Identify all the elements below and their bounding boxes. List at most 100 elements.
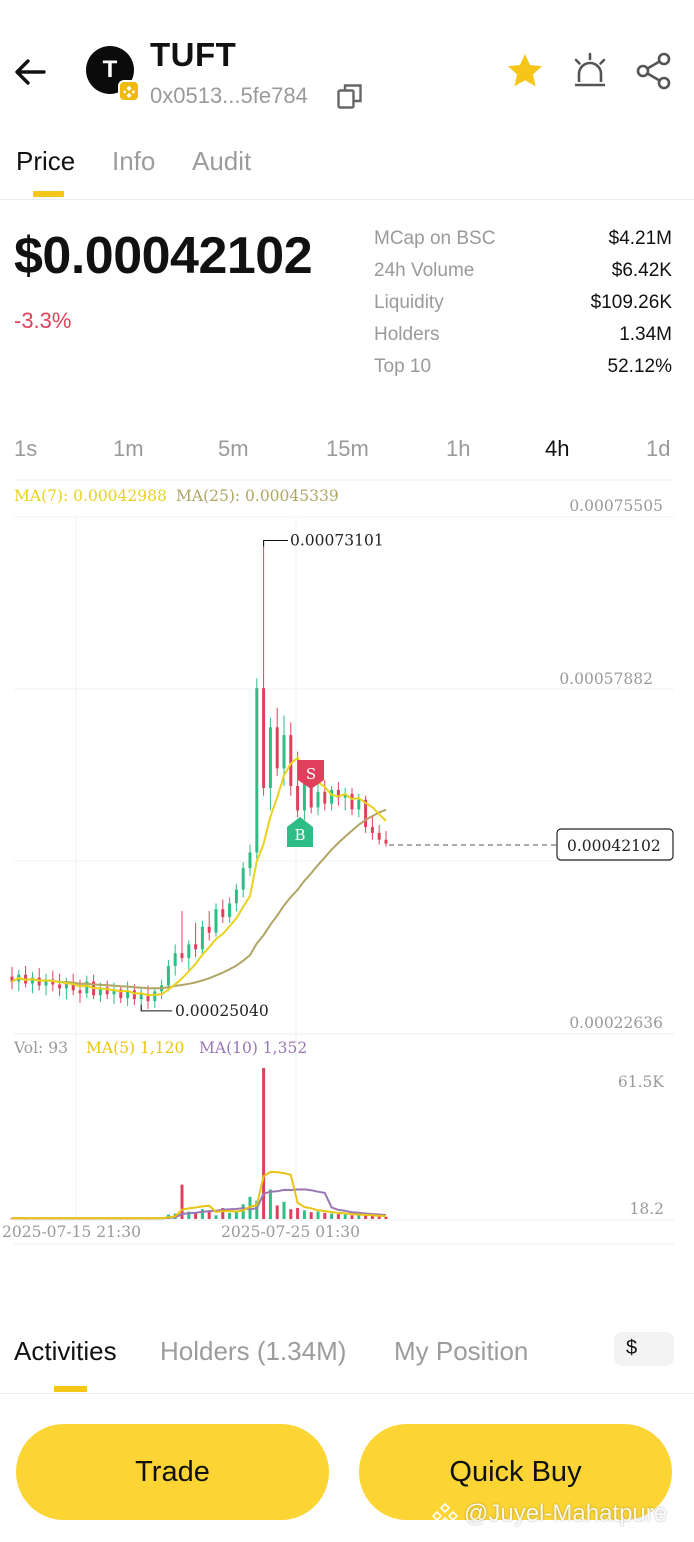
tab-activities[interactable]: Activities <box>14 1336 117 1366</box>
stat-value: $4.21M <box>608 228 672 249</box>
back-arrow-icon[interactable] <box>10 52 50 92</box>
stat-holders: Holders 1.34M <box>374 322 674 354</box>
candle <box>248 844 252 876</box>
candle <box>10 966 14 990</box>
timeframe-5m[interactable]: 5m <box>218 436 249 461</box>
candle <box>336 782 340 806</box>
candle-body <box>289 735 293 786</box>
candle <box>24 965 28 988</box>
candle <box>275 707 279 777</box>
candle <box>323 780 327 811</box>
y-tick: 0.00022636 <box>569 1014 663 1032</box>
copy-icon[interactable] <box>336 82 364 110</box>
volume-bar <box>180 1184 184 1219</box>
high-marker-leader <box>263 540 288 547</box>
volume-bar <box>262 1068 266 1219</box>
candle-body <box>316 791 320 808</box>
timeframe-1s[interactable]: 1s <box>14 436 38 461</box>
volume-bar <box>194 1212 198 1219</box>
candle-body <box>78 990 82 994</box>
volume-bar <box>384 1216 388 1219</box>
active-tab-indicator <box>33 191 64 197</box>
token-stats: MCap on BSC $4.21M 24h Volume $6.42K Liq… <box>374 226 674 386</box>
ma7-line <box>11 756 387 997</box>
volume-bar <box>268 1189 272 1219</box>
volume-bar <box>309 1212 313 1219</box>
tab-holders[interactable]: Holders (1.34M) <box>160 1336 347 1366</box>
volume-bar <box>200 1209 204 1219</box>
tab-my-position[interactable]: My Position <box>394 1336 529 1366</box>
timeframe-4h[interactable]: 4h <box>545 436 570 461</box>
candle <box>296 751 300 818</box>
candle-body <box>268 727 272 788</box>
currency-toggle[interactable]: $ <box>614 1332 674 1366</box>
candle-body <box>302 774 306 811</box>
candle <box>146 985 150 1009</box>
candle <box>384 830 388 847</box>
volume-bar <box>228 1212 232 1219</box>
volume-legend: Vol: 93 <box>13 1039 68 1057</box>
currency-symbol: $ <box>626 1337 638 1359</box>
candle-body <box>384 839 388 844</box>
candle <box>173 944 177 976</box>
candle <box>241 862 245 898</box>
quick-buy-button[interactable]: Quick Buy <box>359 1424 672 1520</box>
timeframe-15m[interactable]: 15m <box>326 436 369 461</box>
low-marker-leader <box>140 1004 172 1012</box>
candle <box>214 903 218 937</box>
candle <box>350 787 354 816</box>
candle-body <box>343 793 347 798</box>
candle <box>194 922 198 958</box>
volume-bar <box>323 1212 327 1219</box>
candle <box>17 969 21 992</box>
volume-bar <box>207 1210 211 1219</box>
detail-tabs: Price Info Audit <box>0 140 694 200</box>
candle-body <box>364 799 368 828</box>
volume-bar <box>187 1211 191 1219</box>
bsc-chain-icon <box>118 80 140 102</box>
candle-body <box>282 735 286 769</box>
candle-body <box>166 965 170 986</box>
candle-body <box>71 982 75 991</box>
candle-body <box>51 979 55 985</box>
candle <box>153 987 157 1008</box>
candle <box>234 883 238 912</box>
price-alert-icon[interactable] <box>570 52 610 90</box>
candle <box>262 540 266 796</box>
price-chart[interactable]: MA(7): 0.00042988 MA(25): 0.00045339 0.0… <box>0 478 694 1258</box>
buy-marker[interactable]: B <box>287 817 313 847</box>
candle-body <box>262 688 266 788</box>
volume-bar <box>357 1215 361 1219</box>
candle <box>98 982 102 1003</box>
trade-button[interactable]: Trade <box>16 1424 329 1520</box>
timeframe-1h[interactable]: 1h <box>446 436 471 461</box>
candle-body <box>234 889 238 904</box>
tab-info[interactable]: Info <box>112 146 156 176</box>
contract-address: 0x0513...5fe784 <box>150 83 308 108</box>
timeframe-1d[interactable]: 1d <box>646 436 671 461</box>
tab-price[interactable]: Price <box>16 146 76 176</box>
candle-body <box>241 868 245 890</box>
vol-ma5-legend: MA(5) 1,120 <box>86 1039 184 1057</box>
volume-bar <box>316 1211 320 1219</box>
candle <box>221 899 225 923</box>
candle-body <box>153 991 157 1002</box>
candle <box>228 897 232 923</box>
watermark-logo-icon <box>432 1502 458 1527</box>
candle <box>119 985 123 1004</box>
sell-marker[interactable]: S <box>298 760 324 789</box>
stat-top10: Top 10 52.12% <box>374 354 674 386</box>
candle <box>207 911 211 941</box>
high-marker: 0.00073101 <box>263 532 384 550</box>
x-axis-label: 2025-07-15 21:30 <box>2 1223 141 1241</box>
stat-label: Top 10 <box>374 356 432 377</box>
share-icon[interactable] <box>634 52 674 90</box>
volume-min-tick: 18.2 <box>629 1200 664 1218</box>
candle-body <box>126 990 130 999</box>
buy-marker-label: B <box>294 826 305 844</box>
tab-audit[interactable]: Audit <box>192 146 252 176</box>
candle-body <box>173 953 177 966</box>
timeframe-1m[interactable]: 1m <box>113 436 144 461</box>
star-icon[interactable] <box>506 52 544 90</box>
stat-label: Liquidity <box>374 292 444 313</box>
